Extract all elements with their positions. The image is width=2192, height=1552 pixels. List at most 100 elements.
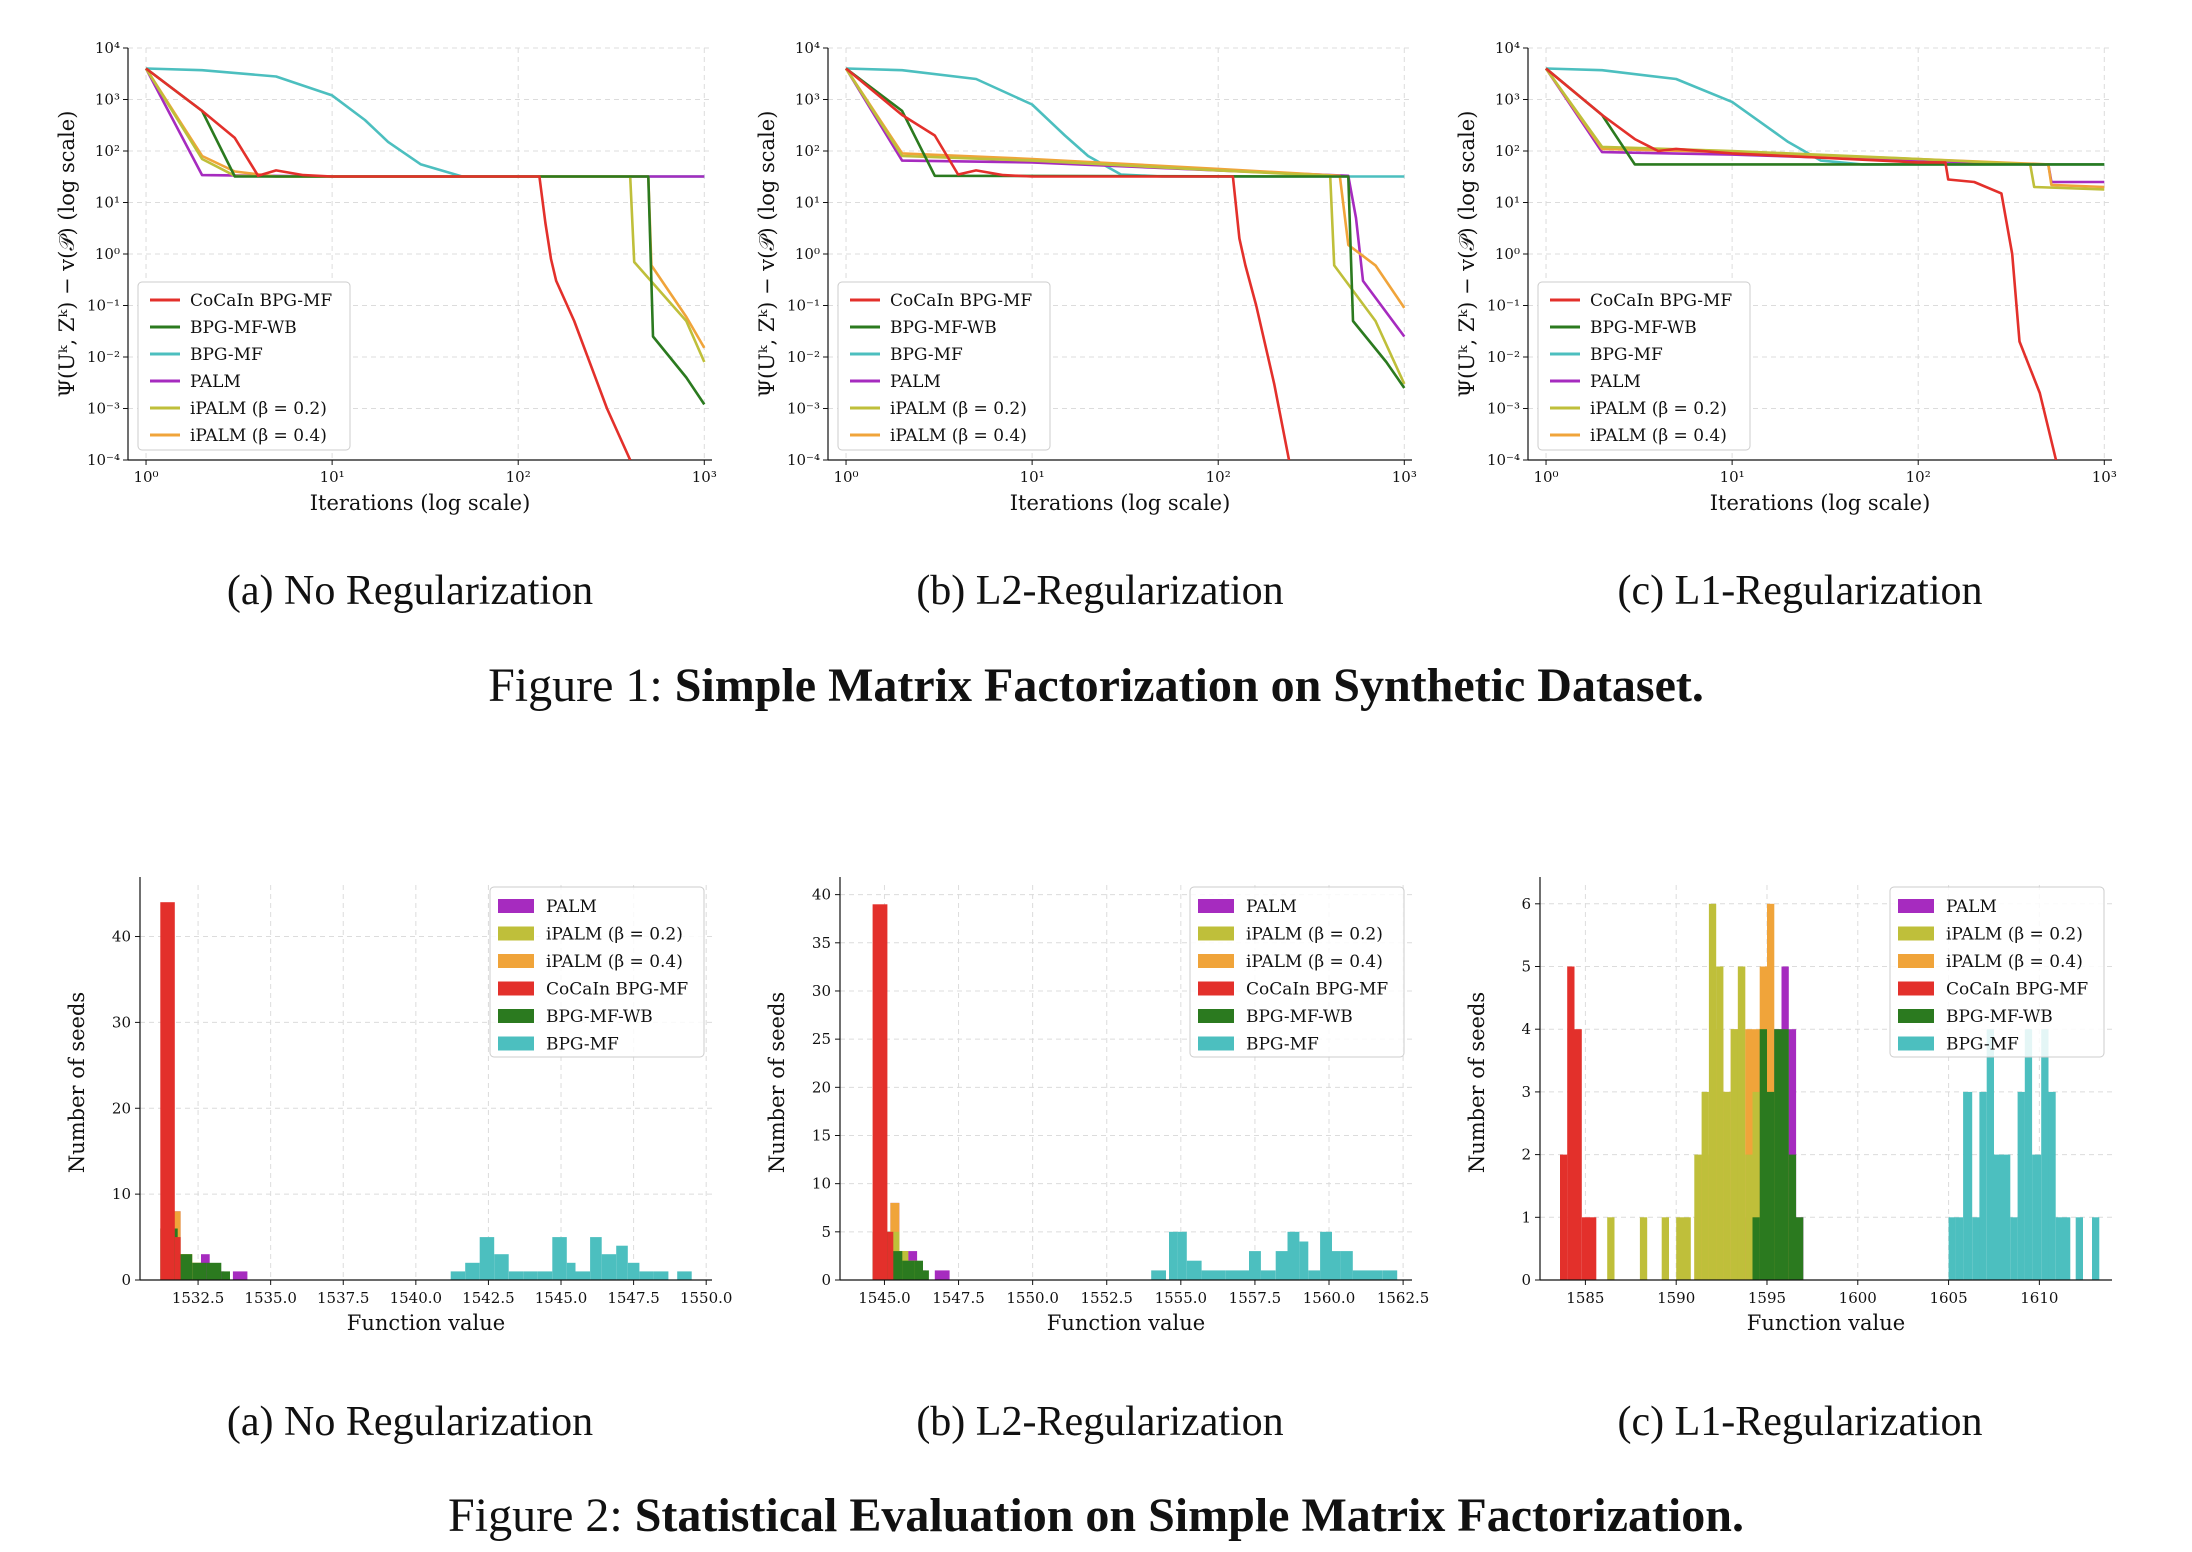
histogram-bar <box>1607 1217 1615 1280</box>
y-tick-label: 10⁴ <box>1495 39 1520 57</box>
histogram-bar <box>887 1231 894 1280</box>
histogram-bar <box>1275 1251 1288 1280</box>
histogram-bar <box>1367 1270 1383 1280</box>
chart-2a: 0 10 20 30 40 1532.5 1535.0 1537.5 1540.0 1542.5 1… <box>60 870 750 1370</box>
x-tick-label: 1532.5 <box>172 1289 225 1307</box>
legend-label: iPALM (β = 0.4) <box>1590 426 1727 446</box>
histogram-bar <box>1560 1154 1568 1280</box>
histogram-bar <box>653 1271 669 1280</box>
legend-label: CoCaIn BPG-MF <box>546 980 688 1000</box>
legend-swatch <box>498 926 534 941</box>
legend-swatch <box>1898 926 1934 941</box>
x-tick-label: 1605 <box>1929 1289 1967 1307</box>
legend-swatch <box>498 899 534 913</box>
histogram-bar <box>2048 1091 2056 1280</box>
histogram-bar <box>1979 1091 1987 1280</box>
y-tick-label: 10¹ <box>1495 194 1520 212</box>
series-line <box>144 67 705 178</box>
bars-group <box>872 904 1398 1280</box>
legend-label: BPG-MF-WB <box>190 318 297 338</box>
x-tick-label: 10¹ <box>1020 468 1045 486</box>
histogram-bar <box>1260 1270 1276 1280</box>
histogram-bar <box>1955 1217 1964 1280</box>
histogram-bar <box>1308 1270 1321 1280</box>
legend-box <box>1537 281 1751 451</box>
histogram-bar <box>1767 1091 1775 1280</box>
legend: CoCaIn BPG-MF BPG-MF-WB BPG-MF PALM iPALM (β… <box>137 281 351 451</box>
histogram-bar <box>1737 966 1746 1280</box>
y-tick-label: 10⁻² <box>87 348 120 366</box>
legend-swatch <box>1898 1036 1934 1051</box>
legend-label: BPG-MF <box>1946 1035 2019 1055</box>
histogram-bar <box>1382 1270 1398 1280</box>
histogram-bar <box>1177 1231 1187 1280</box>
legend-swatch <box>1898 1009 1934 1023</box>
legend: PALM iPALM (β = 0.2) iPALM (β = 0.4) CoCaIn… <box>1889 886 2105 1058</box>
y-axis-label: Number of seeds <box>1465 992 1489 1173</box>
y-tick-label: 10⁰ <box>95 245 120 263</box>
chart-2b: 0 5 10 15 20 25 30 35 40 1545.0 1547.5 1550.0 1552.5… <box>760 870 1450 1370</box>
y-tick-label: 40 <box>112 928 131 946</box>
legend-label: PALM <box>890 372 941 392</box>
y-tick-label: 10¹ <box>795 194 820 212</box>
legend-label: PALM <box>190 372 241 392</box>
y-tick-label: 10⁻⁴ <box>87 451 120 469</box>
figure-1-title: Simple Matrix Factorization on Synthetic… <box>674 659 1704 712</box>
histogram-bar <box>1169 1231 1178 1280</box>
y-tick-label: 10⁻³ <box>87 400 120 418</box>
legend-swatch <box>1898 981 1934 996</box>
histogram-bar <box>1581 1217 1590 1280</box>
series-line <box>845 67 1291 460</box>
histogram-bar <box>1788 1029 1797 1280</box>
histogram-bar <box>2063 1217 2071 1280</box>
y-tick-label: 20 <box>812 1078 831 1096</box>
histogram-bar <box>677 1271 692 1280</box>
histogram-bar <box>174 1237 181 1280</box>
histogram-bar <box>1676 1217 1684 1280</box>
histogram-bar <box>192 1262 207 1280</box>
histogram-bar <box>1639 1217 1648 1280</box>
legend-label: iPALM (β = 0.2) <box>1946 925 2083 945</box>
histogram-bar <box>1745 1029 1753 1280</box>
x-axis-label: Iterations (log scale) <box>310 491 531 515</box>
histogram-bar <box>627 1262 640 1280</box>
y-tick-label: 10² <box>95 142 120 160</box>
y-tick-label: 10⁻¹ <box>87 297 120 315</box>
histogram-bar <box>1759 1029 1767 1280</box>
y-tick-label: 10 <box>812 1175 831 1193</box>
legend: CoCaIn BPG-MF BPG-MF-WB BPG-MF PALM iPALM (β… <box>837 281 1051 451</box>
x-tick-label: 1550.0 <box>1006 1289 1059 1307</box>
y-axis-label: Ψ(Uᵏ, Zᵏ) − v(𝒫) (log scale) <box>55 111 79 398</box>
histogram-bar <box>934 1270 950 1280</box>
legend-swatch <box>1198 981 1234 996</box>
legend-swatch <box>498 954 534 968</box>
x-tick-label: 10³ <box>692 468 717 486</box>
histogram-bar <box>552 1237 567 1280</box>
legend: CoCaIn BPG-MF BPG-MF-WB BPG-MF PALM iPALM (β… <box>1537 281 1751 451</box>
legend-swatch <box>498 1009 534 1023</box>
legend-label: CoCaIn BPG-MF <box>190 291 332 311</box>
legend-box <box>1889 886 2105 1058</box>
y-tick-label: 0 <box>1521 1271 1531 1289</box>
legend-swatch <box>1198 899 1234 913</box>
y-tick-label: 0 <box>821 1271 831 1289</box>
figure-2-label: Figure 2: <box>448 1489 623 1542</box>
x-tick-label: 1550.0 <box>680 1289 733 1307</box>
y-tick-label: 10⁻² <box>787 348 820 366</box>
legend-box <box>837 281 1051 451</box>
x-tick-label: 1547.5 <box>932 1289 985 1307</box>
y-tick-label: 6 <box>1521 895 1531 913</box>
histogram-bar <box>601 1254 617 1280</box>
histogram-bar <box>1249 1251 1261 1280</box>
histogram-bar <box>1963 1091 1973 1280</box>
x-tick-label: 1547.5 <box>607 1289 660 1307</box>
y-tick-label: 10² <box>1495 142 1520 160</box>
histogram-bar <box>639 1271 654 1280</box>
y-tick-label: 1 <box>1521 1208 1531 1226</box>
y-tick-label: 10⁻⁴ <box>787 451 820 469</box>
legend-label: BPG-MF <box>1590 345 1663 365</box>
y-tick-label: 10³ <box>95 91 120 109</box>
histogram-bar <box>2032 1154 2042 1280</box>
histogram-bar <box>1701 1091 1709 1280</box>
legend-label: iPALM (β = 0.4) <box>546 952 683 972</box>
